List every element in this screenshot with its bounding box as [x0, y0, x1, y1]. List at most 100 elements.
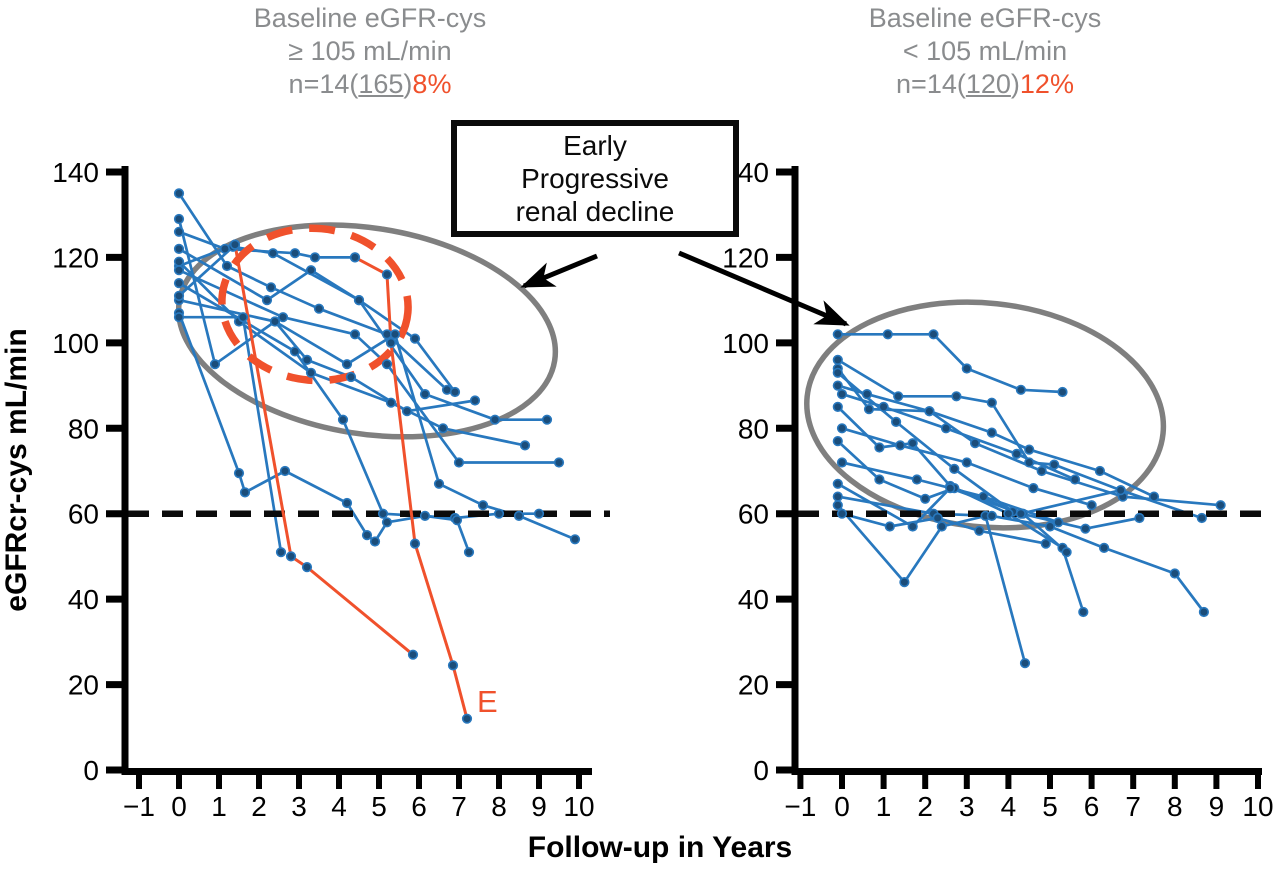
data-point — [237, 312, 249, 323]
trajectory-rapid-decline-1 — [233, 244, 414, 656]
data-point — [936, 521, 947, 532]
x-tick-label: 4 — [331, 791, 347, 822]
data-point — [882, 329, 893, 340]
data-point — [874, 442, 885, 453]
data-point — [453, 457, 465, 468]
data-point — [874, 474, 885, 485]
data-point — [349, 252, 361, 263]
data-point — [173, 213, 185, 225]
left-n-suffix: ) — [403, 69, 413, 99]
y-tick-label: 20 — [68, 670, 99, 701]
data-point — [173, 290, 185, 302]
data-point — [1069, 474, 1081, 485]
data-point — [1003, 508, 1014, 519]
x-tick-label: 6 — [1084, 791, 1100, 822]
data-point — [832, 380, 843, 391]
x-tick-label: 1 — [211, 791, 227, 822]
data-point — [1061, 547, 1072, 558]
x-tick-label: 1 — [876, 791, 892, 822]
data-point — [969, 438, 981, 449]
data-point — [493, 508, 505, 519]
data-point — [229, 239, 241, 250]
data-point — [899, 576, 910, 588]
left-panel-title: Baseline eGFR-cys ≥ 105 mL/min n=14(165)… — [130, 2, 610, 101]
arrow-to-right-ellipse — [678, 250, 850, 327]
data-point — [381, 517, 393, 528]
right-panel-title: Baseline eGFR-cys < 105 mL/min n=14(120)… — [755, 2, 1215, 101]
x-tick-label: 7 — [1125, 791, 1141, 822]
data-point — [369, 536, 381, 547]
data-point — [533, 508, 545, 519]
trajectory-p5 — [178, 247, 457, 393]
x-tick-label: 9 — [1209, 791, 1225, 822]
data-point — [961, 363, 972, 374]
data-point — [1015, 384, 1027, 395]
data-point — [890, 416, 902, 428]
data-point — [836, 389, 848, 400]
data-point — [836, 423, 848, 434]
data-point — [1215, 500, 1226, 511]
data-point — [907, 521, 918, 532]
data-point — [261, 295, 273, 306]
x-tick-label: 3 — [291, 791, 307, 822]
data-point — [385, 337, 397, 349]
data-point — [461, 713, 473, 724]
data-point — [832, 367, 843, 378]
data-point — [451, 514, 463, 526]
x-tick-label: 8 — [491, 791, 507, 822]
x-tick-label: 5 — [1042, 791, 1058, 822]
data-point — [1169, 568, 1180, 579]
data-point — [469, 395, 481, 406]
data-point — [1011, 448, 1022, 460]
x-tick-label: 2 — [251, 791, 267, 822]
data-point — [949, 463, 960, 475]
data-point — [353, 295, 365, 306]
trajectory-q6 — [836, 440, 1068, 554]
x-tick-label: 6 — [411, 791, 427, 822]
data-point — [401, 406, 413, 417]
data-point — [911, 474, 923, 485]
data-point — [209, 359, 221, 370]
data-point — [489, 414, 501, 425]
data-point — [1098, 542, 1110, 554]
data-point — [409, 538, 421, 549]
y-tick-label: 80 — [68, 413, 99, 444]
data-point — [878, 401, 889, 413]
data-point — [407, 649, 419, 660]
x-axis-label: Follow-up in Years — [528, 831, 793, 864]
data-point — [341, 497, 353, 509]
trajectory-q4 — [836, 371, 1140, 531]
annotation-line3: renal decline — [515, 196, 675, 227]
data-point — [1057, 386, 1068, 398]
y-tick-label: 60 — [68, 499, 99, 530]
data-point — [361, 529, 373, 541]
data-point — [924, 406, 935, 417]
data-point — [986, 397, 997, 408]
x-tick-label: 7 — [451, 791, 467, 822]
early-progressive-region-right — [804, 299, 1167, 531]
data-point — [477, 500, 489, 511]
data-point — [389, 329, 401, 340]
data-point — [349, 329, 361, 340]
data-point — [1019, 658, 1031, 669]
data-point — [895, 440, 906, 451]
right-title-line1: Baseline eGFR-cys — [868, 3, 1102, 33]
data-point — [553, 457, 565, 468]
data-point — [1053, 517, 1064, 528]
data-point — [173, 312, 185, 323]
data-point — [1040, 538, 1051, 549]
data-point — [1196, 512, 1207, 524]
data-point — [569, 534, 581, 545]
y-tick-label: 60 — [738, 499, 769, 530]
left-title-line2: ≥ 105 mL/min — [288, 36, 452, 66]
data-point — [1015, 508, 1027, 519]
data-point — [836, 457, 848, 468]
y-tick-label: 40 — [738, 584, 769, 615]
y-tick-label: 20 — [738, 670, 769, 701]
right-title-nline: n=14(120)12% — [755, 68, 1215, 101]
data-point — [832, 354, 843, 366]
data-point — [409, 333, 421, 344]
